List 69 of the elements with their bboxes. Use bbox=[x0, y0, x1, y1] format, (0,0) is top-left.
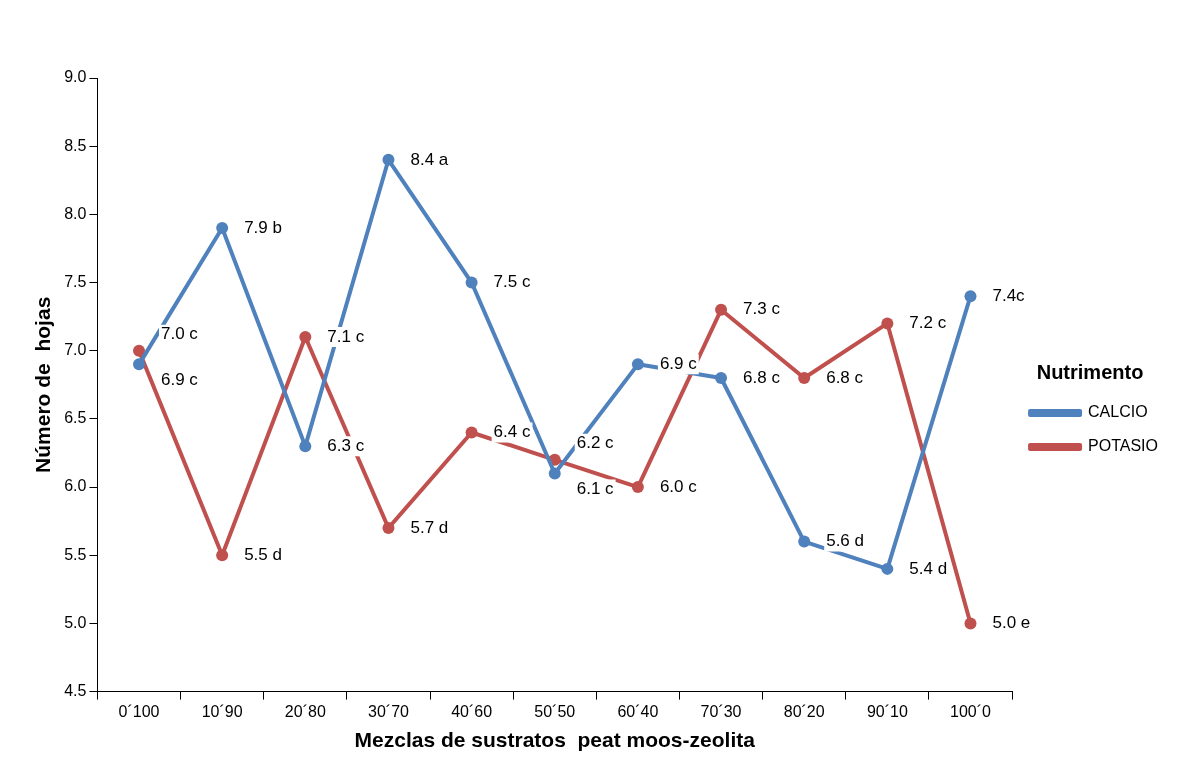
data-label: 7.9 b bbox=[244, 217, 282, 237]
data-label: 5.4 d bbox=[909, 558, 948, 578]
data-label: 6.9 c bbox=[161, 370, 199, 390]
y-tick-label: 8.5 bbox=[64, 136, 87, 154]
data-label: 8.4 a bbox=[410, 149, 449, 169]
legend-label: POTASIO bbox=[1088, 437, 1158, 455]
data-label: 5.6 d bbox=[826, 531, 865, 551]
y-tick-label: 4.5 bbox=[64, 682, 87, 700]
x-tick-label: 60´40 bbox=[617, 702, 659, 720]
y-tick-label: 7.0 bbox=[64, 341, 87, 359]
data-label: 7.0 c bbox=[161, 324, 199, 344]
y-axis-title: Número de hojas bbox=[31, 296, 55, 473]
y-tick-label: 6.5 bbox=[64, 409, 87, 427]
data-label: 7.2 c bbox=[909, 313, 947, 333]
x-tick-label: 100´0 bbox=[950, 702, 992, 720]
point bbox=[299, 440, 312, 453]
point bbox=[216, 549, 229, 562]
data-label: 7.4c bbox=[992, 285, 1026, 305]
data-label: 6.3 c bbox=[327, 435, 365, 455]
point bbox=[216, 221, 229, 234]
x-tick-label: 80´20 bbox=[783, 702, 825, 720]
point bbox=[881, 562, 894, 575]
point bbox=[715, 303, 728, 316]
y-tick-label: 8.0 bbox=[64, 204, 87, 222]
point bbox=[548, 467, 561, 480]
y-tick-label: 6.0 bbox=[64, 477, 87, 495]
x-tick-label: 10´90 bbox=[201, 702, 243, 720]
x-tick-label: 30´70 bbox=[368, 702, 410, 720]
y-tick-label: 5.5 bbox=[64, 545, 87, 563]
data-label: 7.1 c bbox=[327, 326, 365, 346]
x-tick-label: 40´60 bbox=[451, 702, 493, 720]
data-label: 5.0 e bbox=[992, 613, 1031, 633]
data-label: 6.9 c bbox=[659, 354, 698, 374]
x-tick-label: 90´10 bbox=[866, 702, 908, 720]
data-label: 6.1 c bbox=[576, 479, 615, 499]
data-label: 6.4 c bbox=[493, 422, 531, 442]
x-tick-label: 50´50 bbox=[534, 702, 576, 720]
point bbox=[798, 371, 811, 384]
data-label: 6.8 c bbox=[826, 367, 864, 387]
point bbox=[964, 290, 977, 303]
x-tick-label: 0´100 bbox=[118, 702, 160, 720]
y-tick-label: 7.5 bbox=[64, 272, 87, 290]
y-tick-label: 9.0 bbox=[64, 68, 87, 86]
x-axis-title: Mezclas de sustratos peat moos-zeolita bbox=[354, 728, 756, 752]
legend-title: Nutrimento bbox=[1036, 360, 1144, 383]
x-tick-label: 70´30 bbox=[700, 702, 742, 720]
point bbox=[382, 153, 395, 166]
point bbox=[133, 344, 146, 357]
point bbox=[881, 317, 894, 330]
data-label: 7.3 c bbox=[743, 299, 781, 319]
point bbox=[964, 617, 977, 630]
x-tick-label: 20´80 bbox=[284, 702, 326, 720]
point bbox=[631, 481, 644, 494]
point bbox=[631, 358, 644, 371]
point bbox=[465, 276, 478, 289]
data-label: 7.5 c bbox=[493, 272, 531, 292]
point bbox=[382, 521, 395, 534]
y-tick-label: 5.0 bbox=[64, 613, 87, 631]
data-label: 5.7 d bbox=[410, 517, 449, 537]
data-label: 6.0 c bbox=[659, 476, 698, 496]
legend-label: CALCIO bbox=[1088, 403, 1148, 421]
point bbox=[798, 535, 811, 548]
point bbox=[715, 371, 728, 384]
data-label: 6.8 c bbox=[743, 367, 781, 387]
data-label: 6.2 c bbox=[576, 433, 615, 453]
point bbox=[133, 358, 146, 371]
point bbox=[299, 331, 312, 344]
data-label: 5.5 d bbox=[244, 544, 282, 564]
point bbox=[465, 426, 478, 439]
